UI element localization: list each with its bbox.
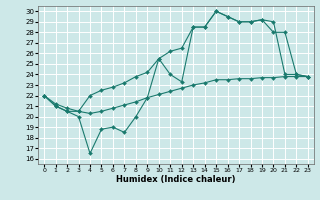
X-axis label: Humidex (Indice chaleur): Humidex (Indice chaleur) [116,175,236,184]
